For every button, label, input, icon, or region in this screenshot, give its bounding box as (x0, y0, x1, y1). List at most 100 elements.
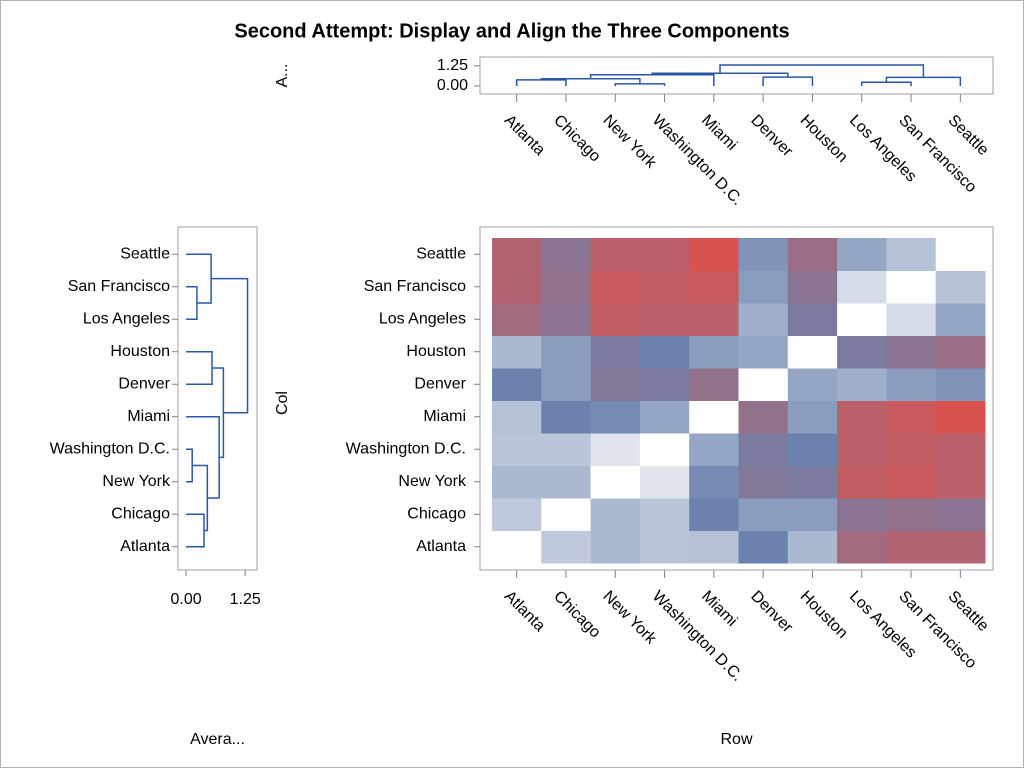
heatmap-cell (935, 433, 986, 466)
heatmap-cell (639, 530, 690, 564)
dendrogram-link (211, 277, 249, 414)
heatmap-cell (639, 238, 690, 271)
heatmap-cell (689, 303, 739, 336)
heatmap-cell (590, 498, 641, 531)
y-tick-label: 1.25 (437, 57, 468, 74)
heatmap-cell (541, 303, 592, 336)
heatmap-cell (886, 368, 937, 401)
heatmap-cell (886, 400, 937, 434)
y-tick-label: Chicago (111, 505, 170, 522)
y-tick-label: Los Angeles (83, 310, 170, 327)
heatmap-cell (886, 498, 937, 531)
heatmap-cell (689, 498, 739, 531)
heatmap-cell (837, 238, 887, 271)
heatmap-cell (590, 303, 641, 336)
dendrogram-link (212, 367, 225, 459)
heatmap-cell (541, 335, 592, 369)
heatmap-cell (738, 303, 789, 336)
heatmap-cell (639, 433, 690, 466)
chart-title: Second Attempt: Display and Align the Th… (234, 20, 789, 42)
heatmap-cell (639, 465, 690, 499)
heatmap-cell (738, 368, 789, 401)
heatmap-cell (738, 433, 789, 466)
heatmap-cell (738, 335, 789, 369)
heatmap-cell (886, 335, 937, 369)
heatmap-cell (837, 368, 887, 401)
heatmap-cell (935, 530, 986, 564)
heatmap-cell (837, 270, 887, 304)
heatmap-cell (590, 465, 641, 499)
heatmap-cell (492, 238, 542, 271)
heatmap-cell (738, 530, 789, 564)
plot-frame (479, 56, 994, 95)
heatmap-cell (492, 465, 542, 499)
heatmap-cell (689, 465, 739, 499)
heatmap-cell (935, 270, 986, 304)
heatmap-cell (787, 335, 838, 369)
y-tick-label: San Francisco (364, 278, 466, 295)
plot-frame (177, 226, 258, 571)
y-tick-label: Houston (110, 343, 170, 360)
y-tick-label: Atlanta (120, 538, 170, 555)
heatmap-cell (886, 465, 937, 499)
y-tick-label: Atlanta (416, 538, 466, 555)
heatmap-cell (787, 433, 838, 466)
heatmap-cell (639, 303, 690, 336)
dendrogram-link (515, 79, 567, 86)
heatmap-cell (837, 498, 887, 531)
heatmap-cell (935, 335, 986, 369)
heatmap-cell (541, 530, 592, 564)
heatmap-cell (787, 238, 838, 271)
heatmap-cell (738, 238, 789, 271)
heatmap-cell (492, 498, 542, 531)
heatmap-cell (886, 270, 937, 304)
y-tick-label: Los Angeles (379, 310, 466, 327)
y-tick-label: Houston (406, 343, 466, 360)
heatmap-cell (492, 335, 542, 369)
heatmap-cell (541, 498, 592, 531)
heatmap-cell (541, 433, 592, 466)
y-tick-label: Miami (423, 408, 466, 425)
heatmap-cell (541, 270, 592, 304)
heatmap-cell (886, 530, 937, 564)
heatmap-cell (787, 368, 838, 401)
heatmap-cell (689, 433, 739, 466)
heatmap-cell (492, 433, 542, 466)
y-tick-label: New York (102, 473, 171, 490)
dendrogram-link (186, 286, 198, 320)
x-tick-label: 0.00 (170, 591, 201, 608)
heatmap-cell (590, 433, 641, 466)
dendrogram-link (192, 464, 209, 532)
heatmap-cell (935, 465, 986, 499)
heatmap-cell (492, 303, 542, 336)
heatmap-cell (590, 400, 641, 434)
heatmap-cell (639, 498, 690, 531)
y-tick-label: New York (398, 473, 467, 490)
heatmap-cell (837, 530, 887, 564)
heatmap-cell (689, 270, 739, 304)
heatmap-cell (837, 465, 887, 499)
heatmap-cell (886, 433, 937, 466)
heatmap-cell (590, 335, 641, 369)
heatmap-cell (787, 270, 838, 304)
heatmap-cell (837, 400, 887, 434)
heatmap-cell (886, 303, 937, 336)
dendrogram-link (589, 73, 715, 86)
heatmap-cell (935, 400, 986, 434)
heatmap-cell (492, 400, 542, 434)
heatmap-cell (837, 303, 887, 336)
heatmap-cell (738, 400, 789, 434)
heatmap-cell (738, 465, 789, 499)
x-axis-label: Avera... (190, 731, 245, 748)
heatmap-cell (639, 368, 690, 401)
heatmap-cell (787, 498, 838, 531)
heatmap-cell (738, 270, 789, 304)
heatmap-cell (590, 530, 641, 564)
y-tick-label: Miami (127, 408, 170, 425)
dendrogram-link (762, 76, 814, 86)
heatmap-cell (541, 400, 592, 434)
heatmap-cell (590, 238, 641, 271)
heatmap-cell (639, 335, 690, 369)
